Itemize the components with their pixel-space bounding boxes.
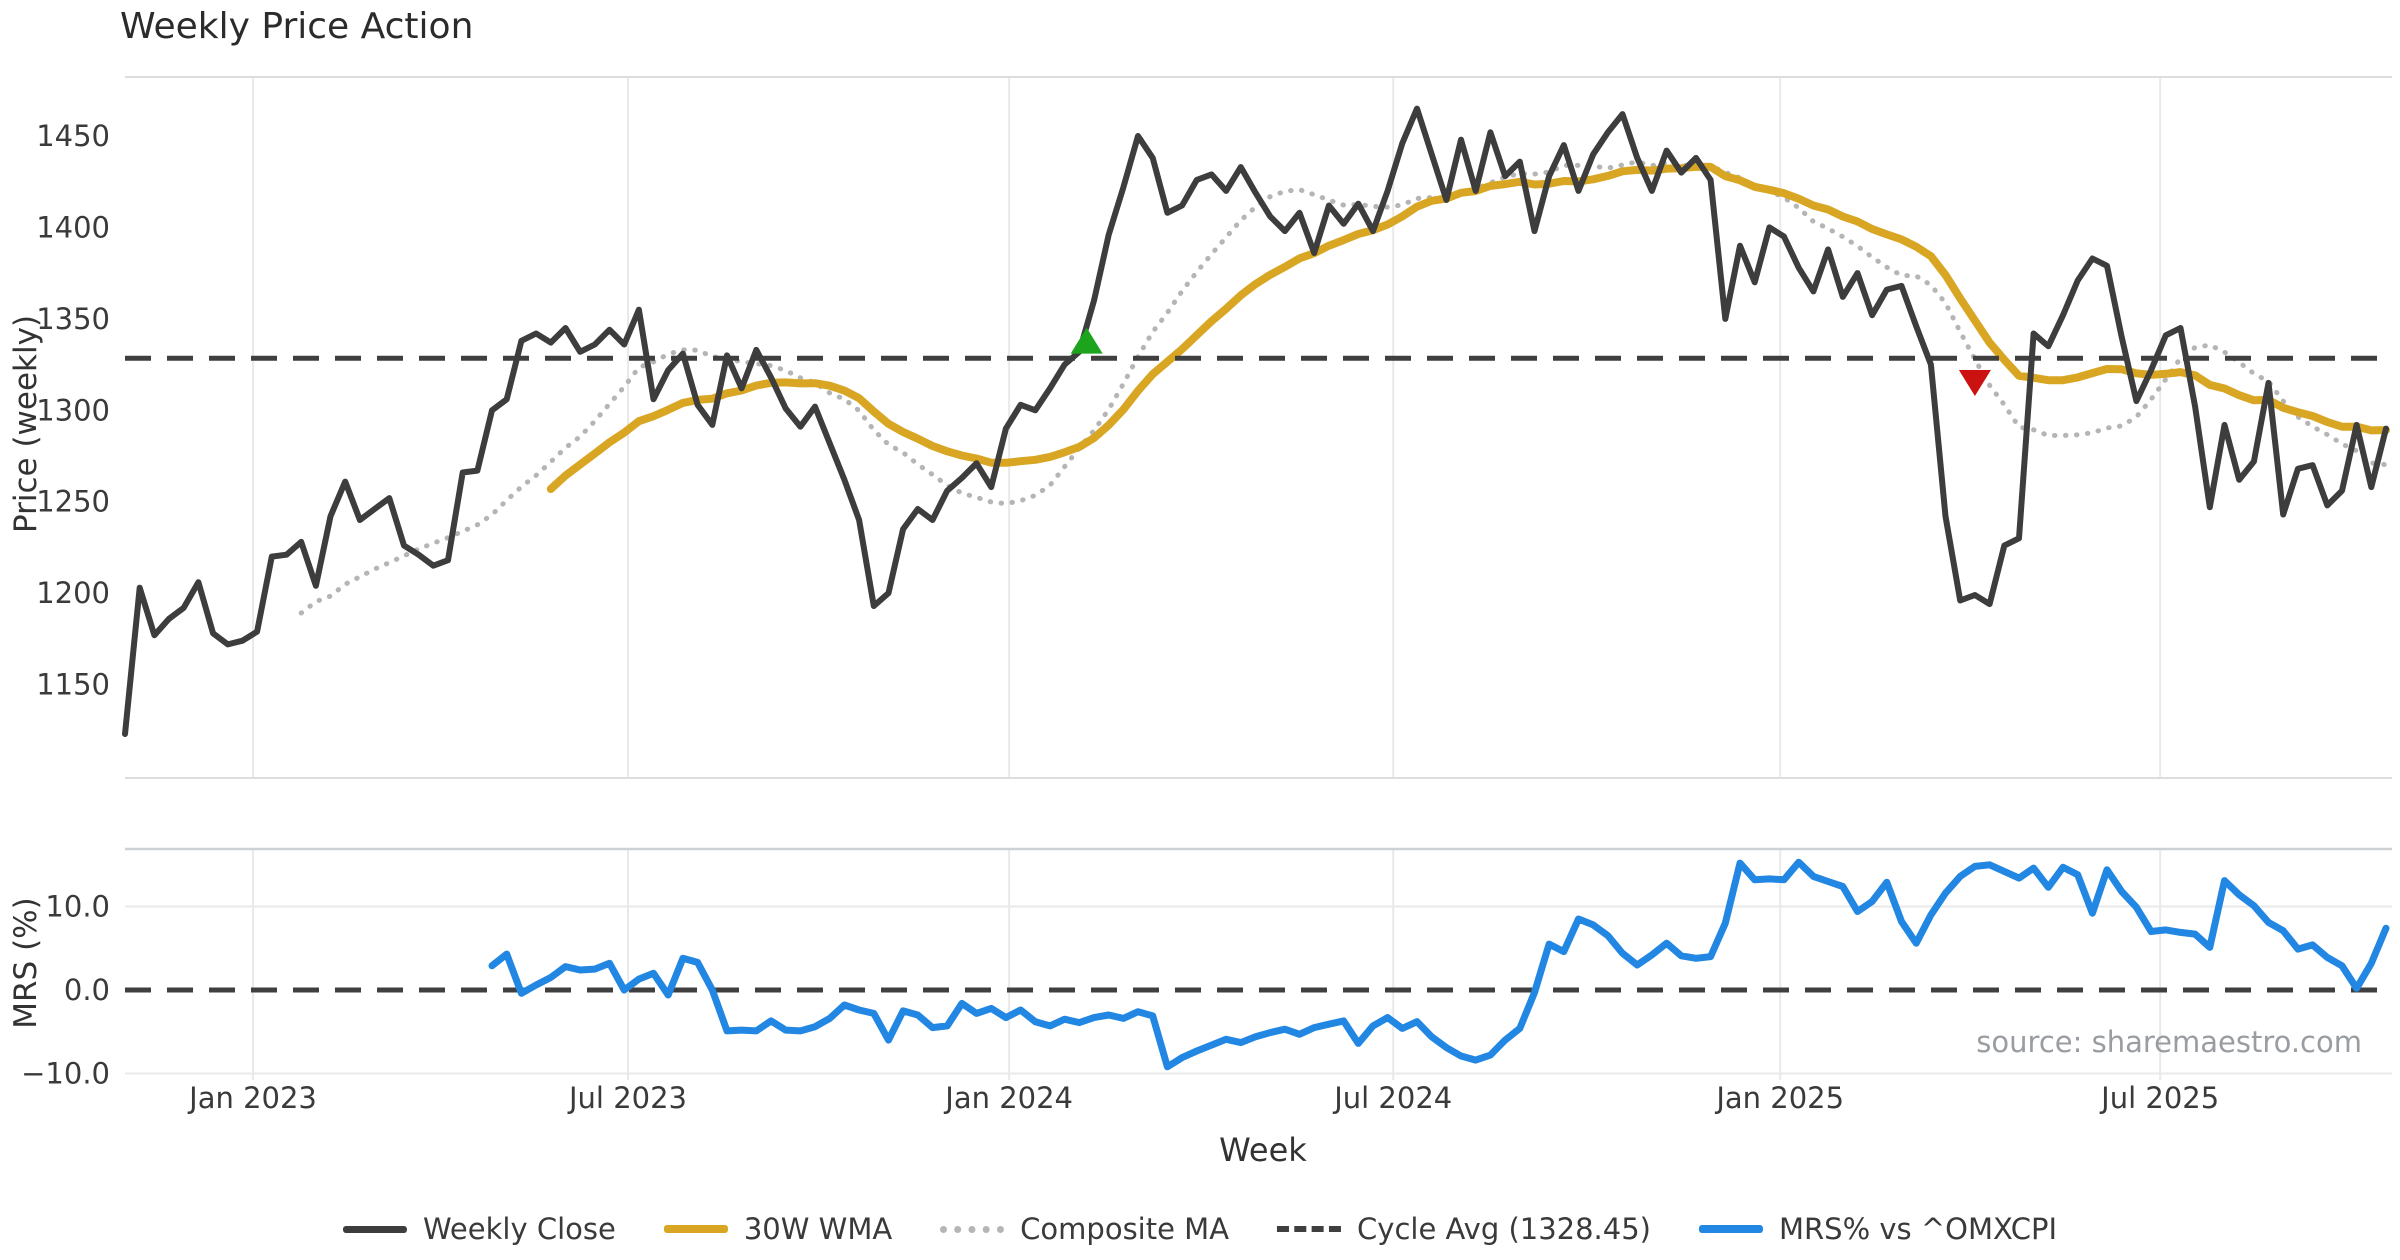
x-tick-label: Jul 2023: [567, 1081, 687, 1115]
x-tick-label: Jul 2024: [1332, 1081, 1452, 1115]
source-credit: source: sharemaestro.com: [1976, 1025, 2362, 1059]
legend-item-wma: 30W WMA: [663, 1212, 893, 1246]
sell-marker-icon: [1958, 370, 1991, 397]
wma-line: [546, 162, 2390, 493]
legend-item-cycle-avg: Cycle Avg (1328.45): [1277, 1212, 1651, 1246]
legend-label: 30W WMA: [743, 1212, 893, 1246]
price-tick-label: 1200: [36, 576, 110, 610]
mrs-tick-label: 0.0: [64, 973, 110, 1007]
price-tick-label: 1250: [36, 485, 110, 519]
mrs-line: [488, 858, 2390, 1071]
composite-ma-line: [298, 159, 2389, 616]
x-tick-label: Jul 2025: [2099, 1081, 2219, 1115]
legend-item-weekly-close: Weekly Close: [342, 1212, 616, 1246]
legend-item-mrs: MRS% vs ^OMXCPI: [1698, 1212, 2058, 1246]
legend-label: Cycle Avg (1328.45): [1357, 1212, 1651, 1246]
price-axis-label: Price (weekly): [8, 314, 44, 534]
weekly-close-line: [122, 105, 2389, 737]
x-tick-label: Jan 2025: [1714, 1081, 1844, 1115]
buy-marker-icon: [1070, 327, 1103, 354]
mrs-swatch-icon: [1698, 1225, 1763, 1233]
weekly-close-swatch-icon: [342, 1225, 407, 1233]
legend-label: Weekly Close: [422, 1212, 616, 1246]
price-tick-label: 1150: [36, 668, 110, 702]
mrs-tick-label: 10.0: [45, 890, 110, 924]
x-tick-label: Jan 2023: [187, 1081, 317, 1115]
price-tick-label: 1400: [36, 210, 110, 244]
wma-swatch-icon: [663, 1225, 728, 1233]
week-axis-label: Week: [1219, 1131, 1307, 1169]
mrs-tick-label: −10.0: [21, 1057, 110, 1091]
legend-label: MRS% vs ^OMXCPI: [1778, 1212, 2058, 1246]
x-tick-label: Jan 2024: [943, 1081, 1073, 1115]
composite-ma-swatch-icon: [940, 1225, 1005, 1233]
price-tick-label: 1450: [36, 119, 110, 153]
price-tick-label: 1300: [36, 393, 110, 427]
legend-item-composite-ma: Composite MA: [940, 1212, 1229, 1246]
cycle-avg-swatch-icon: [1277, 1226, 1342, 1232]
mrs-axis-label: MRS (%): [8, 897, 44, 1029]
price-tick-label: 1350: [36, 302, 110, 336]
legend: Weekly Close 30W WMA Composite MA Cycle …: [342, 1212, 2058, 1246]
legend-label: Composite MA: [1020, 1212, 1230, 1246]
chart-title: Weekly Price Action: [120, 6, 474, 47]
